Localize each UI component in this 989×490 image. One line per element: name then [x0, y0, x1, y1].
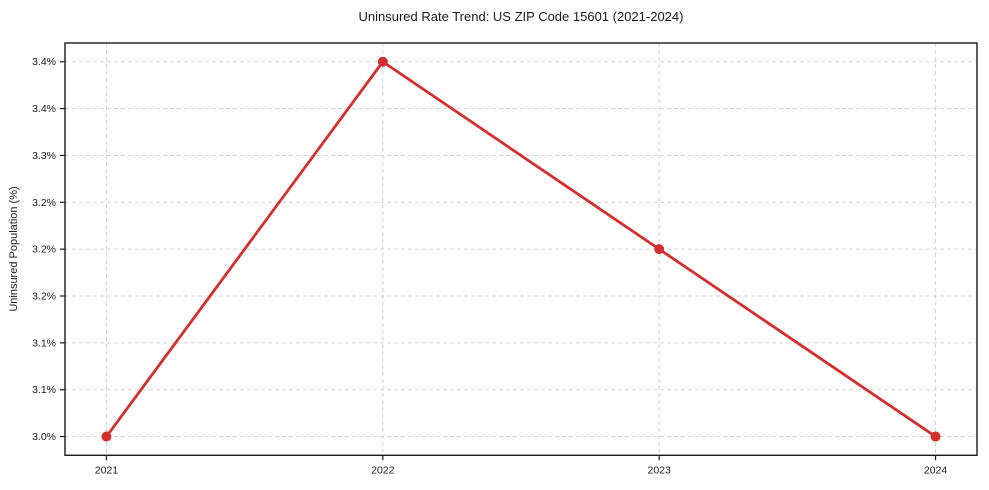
y-tick-label: 3.1% — [32, 384, 56, 396]
y-tick-label: 3.3% — [32, 150, 56, 162]
y-tick-label: 3.2% — [32, 244, 56, 256]
plot-border — [64, 42, 978, 456]
x-tick-label: 2023 — [648, 464, 672, 476]
y-tick-label: 3.1% — [32, 337, 56, 349]
y-tick-label: 3.4% — [32, 103, 56, 115]
data-point-marker — [101, 431, 112, 442]
x-tick-label: 2022 — [371, 464, 395, 476]
y-tick-label: 3.0% — [32, 431, 56, 443]
data-point-marker — [930, 431, 941, 442]
x-tick-label: 2021 — [95, 464, 119, 476]
x-tick-label: 2024 — [924, 464, 948, 476]
data-point-marker — [654, 244, 665, 255]
y-tick-label: 3.2% — [32, 291, 56, 303]
y-tick-label: 3.4% — [32, 56, 56, 68]
y-tick-label: 3.2% — [32, 197, 56, 209]
data-point-marker — [377, 56, 388, 67]
chart-title: Uninsured Rate Trend: US ZIP Code 15601 … — [358, 9, 684, 24]
trend-line — [105, 60, 937, 438]
